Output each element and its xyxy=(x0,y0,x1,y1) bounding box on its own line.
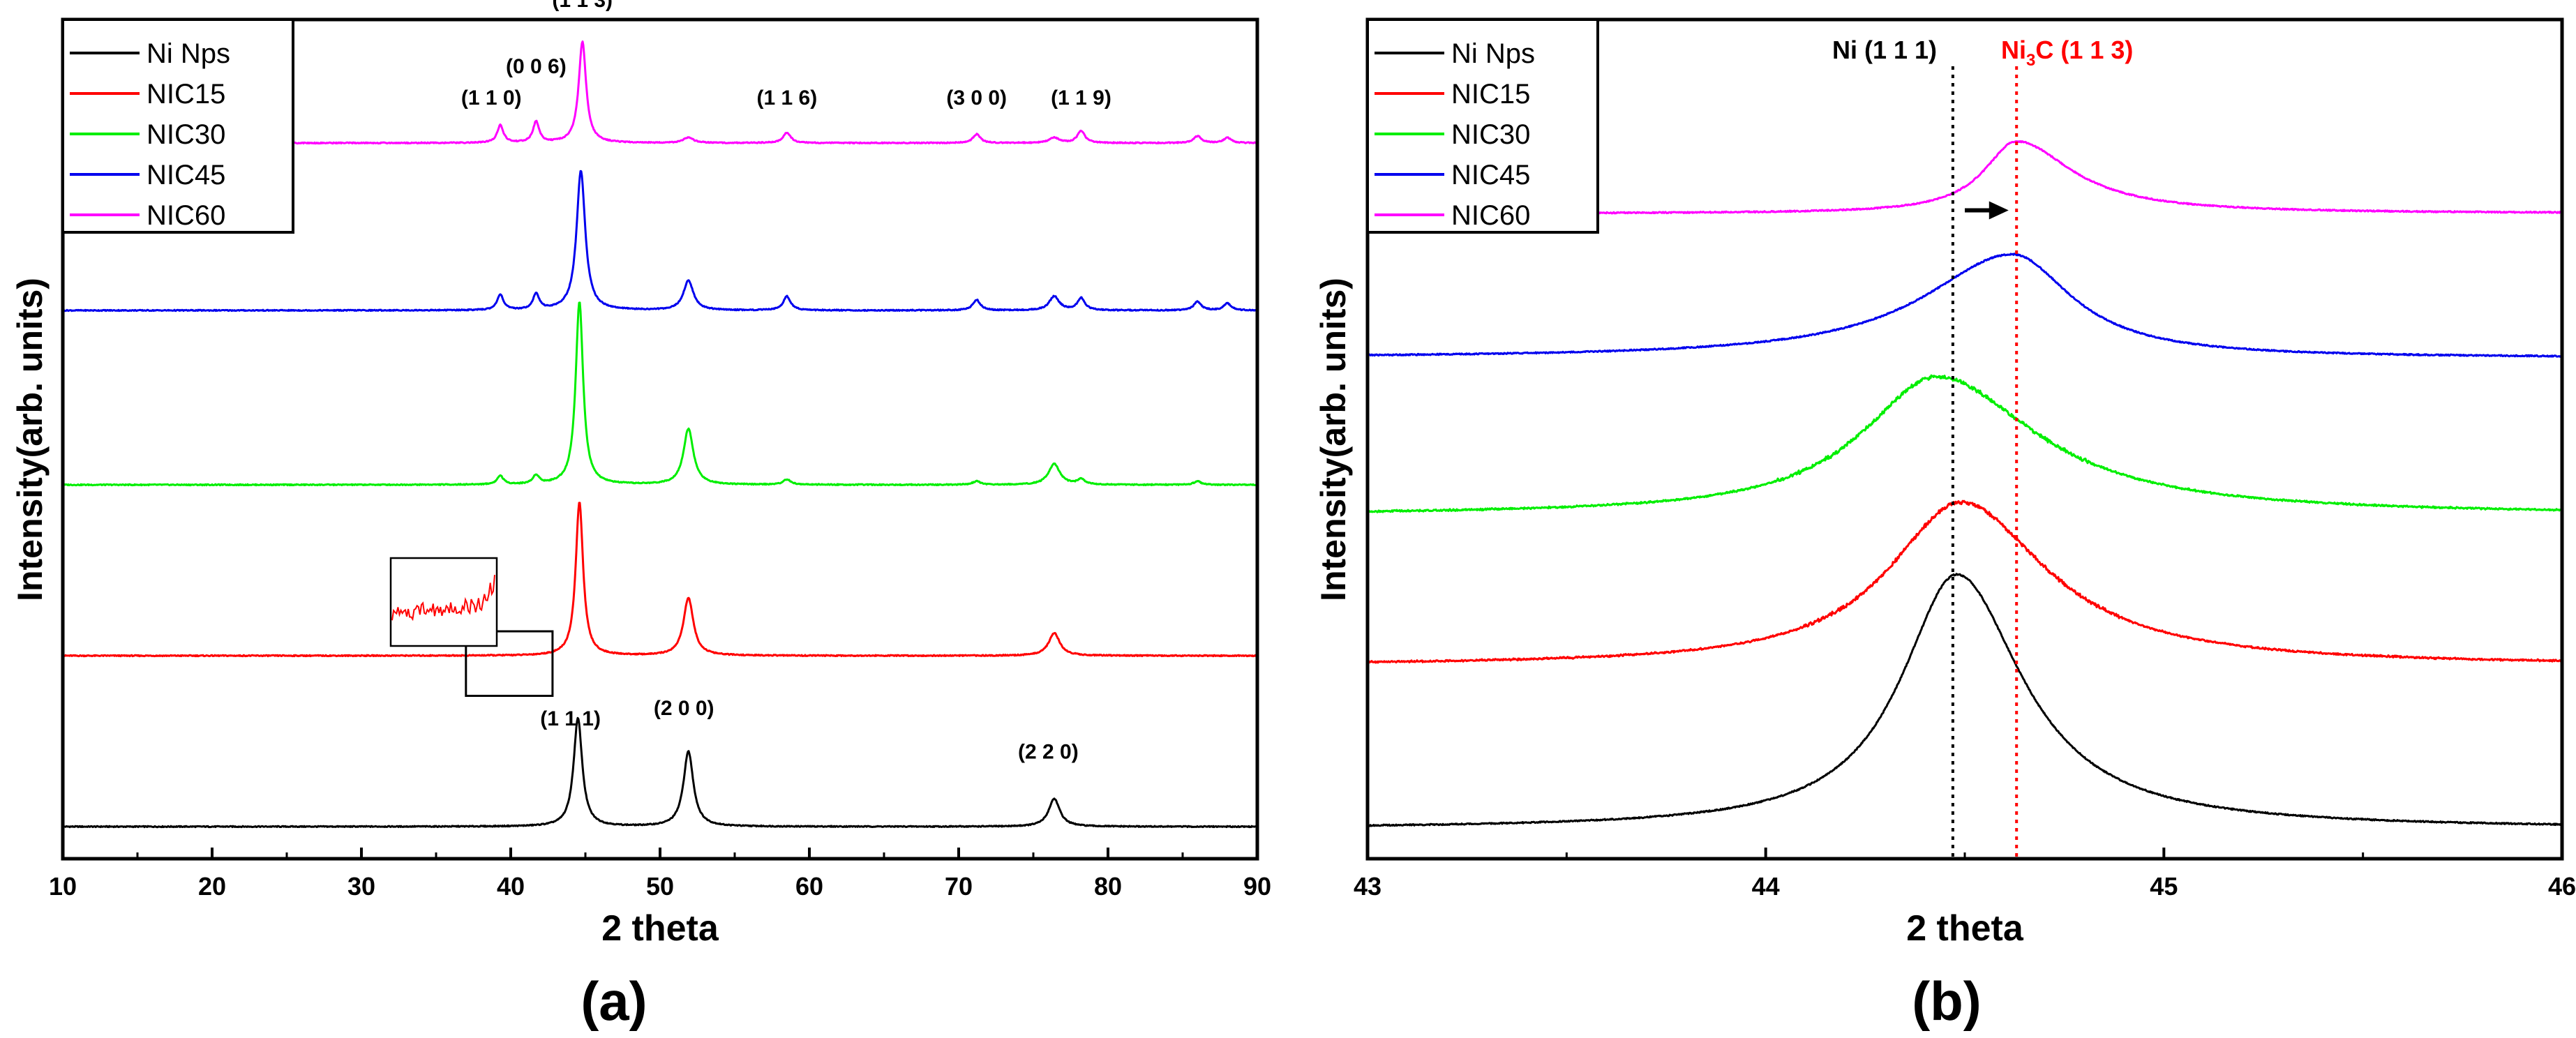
series-line-ni-nps xyxy=(62,716,1258,829)
legend-label-nic60: NIC60 xyxy=(1451,200,1530,231)
legend-label-ni-nps: Ni Nps xyxy=(1451,38,1535,69)
x-tick-label: 46 xyxy=(2548,872,2576,901)
x-tick-label: 60 xyxy=(795,872,823,901)
x-tick-label: 50 xyxy=(646,872,674,901)
panel-a-peak-labels: (1 1 3) (0 0 6) (1 1 0) (1 1 6) (3 0 0) (1 1 … xyxy=(461,0,1111,764)
peak-label: (2 0 0) xyxy=(654,697,714,720)
panel-b-caption: (b) xyxy=(1912,970,1982,1032)
panel-b-reference-lines xyxy=(1951,66,2019,859)
panel-b-x-axis: 43 44 45 46 xyxy=(1354,848,2576,901)
x-tick-label: 10 xyxy=(49,872,77,901)
panel-b: Ni (1 1 1) Ni3C (1 1 3) 43 44 45 46 Ni Nps … xyxy=(1314,17,2576,1032)
panel-b-y-axis-label: Intensity(arb. units) xyxy=(1314,278,1353,601)
peak-label: (1 1 0) xyxy=(461,86,522,110)
x-tick-label: 43 xyxy=(1354,872,1381,901)
series-line-nic45 xyxy=(1367,253,2563,358)
peak-label: (0 0 6) xyxy=(506,55,567,78)
legend-frame xyxy=(1366,18,1599,234)
panel-a-y-axis-label: Intensity(arb. units) xyxy=(10,278,50,601)
series-line-nic30 xyxy=(62,301,1258,487)
panel-b-legend: Ni Nps NIC15 NIC30 NIC45 NIC60 xyxy=(1366,18,1599,234)
series-line-nic45 xyxy=(61,170,1259,313)
legend-label-nic45: NIC45 xyxy=(147,160,225,190)
series-line-ni-nps xyxy=(1367,573,2563,827)
panel-a: (1 1 3) (0 0 6) (1 1 0) (1 1 6) (3 0 0) (1 1 … xyxy=(10,0,1271,1032)
legend-label-nic45: NIC45 xyxy=(1451,160,1530,190)
legend-label-nic30: NIC30 xyxy=(147,119,225,150)
peak-label: (1 1 6) xyxy=(757,86,818,110)
panel-a-inset xyxy=(389,557,554,697)
x-tick-label: 40 xyxy=(497,872,525,901)
x-tick-label: 45 xyxy=(2150,872,2178,901)
x-tick-label: 20 xyxy=(198,872,226,901)
panel-a-x-axis-label: 2 theta xyxy=(601,908,719,949)
ref-label-ni3c-subscript: 3 xyxy=(2026,51,2035,70)
panel-b-x-axis-label: 2 theta xyxy=(1906,908,2024,949)
peak-label: (2 2 0) xyxy=(1018,741,1079,764)
x-tick-label: 70 xyxy=(945,872,973,901)
ref-label-ni-111: Ni (1 1 1) xyxy=(1832,36,1937,64)
ref-label-ni3c-main: Ni xyxy=(2001,36,2026,64)
series-line-nic15 xyxy=(62,502,1258,658)
ref-label-ni3c-rest: C (1 1 3) xyxy=(2035,36,2133,64)
panel-a-caption: (a) xyxy=(581,970,647,1032)
inset-frame xyxy=(389,557,498,647)
legend-label-nic15: NIC15 xyxy=(147,79,225,110)
peak-label: (1 1 3) xyxy=(552,0,613,12)
legend-label-nic15: NIC15 xyxy=(1451,79,1530,110)
peak-label: (1 1 9) xyxy=(1051,86,1111,110)
peak-label: (1 1 1) xyxy=(540,707,601,730)
ref-label-ni3c-113: Ni3C (1 1 3) xyxy=(2001,36,2133,70)
shift-arrow-head xyxy=(1989,201,2009,220)
legend-frame xyxy=(61,18,294,234)
shift-arrow xyxy=(1965,201,2009,220)
x-tick-label: 90 xyxy=(1243,872,1271,901)
x-tick-label: 30 xyxy=(347,872,375,901)
x-tick-label: 80 xyxy=(1094,872,1122,901)
panel-a-legend: Ni Nps NIC15 NIC30 NIC45 NIC60 xyxy=(61,18,294,234)
panel-a-x-axis: 10 20 30 40 50 60 70 80 90 xyxy=(49,848,1271,901)
inset-zoom-region-box xyxy=(465,630,554,697)
legend-label-nic60: NIC60 xyxy=(147,200,225,231)
legend-label-ni-nps: Ni Nps xyxy=(147,38,230,69)
x-tick-label: 44 xyxy=(1752,872,1780,901)
series-line-nic30 xyxy=(1367,374,2563,513)
series-line-nic15 xyxy=(1367,499,2563,664)
peak-label: (3 0 0) xyxy=(946,86,1007,110)
legend-label-nic30: NIC30 xyxy=(1451,119,1530,150)
inset-trace xyxy=(391,575,495,622)
